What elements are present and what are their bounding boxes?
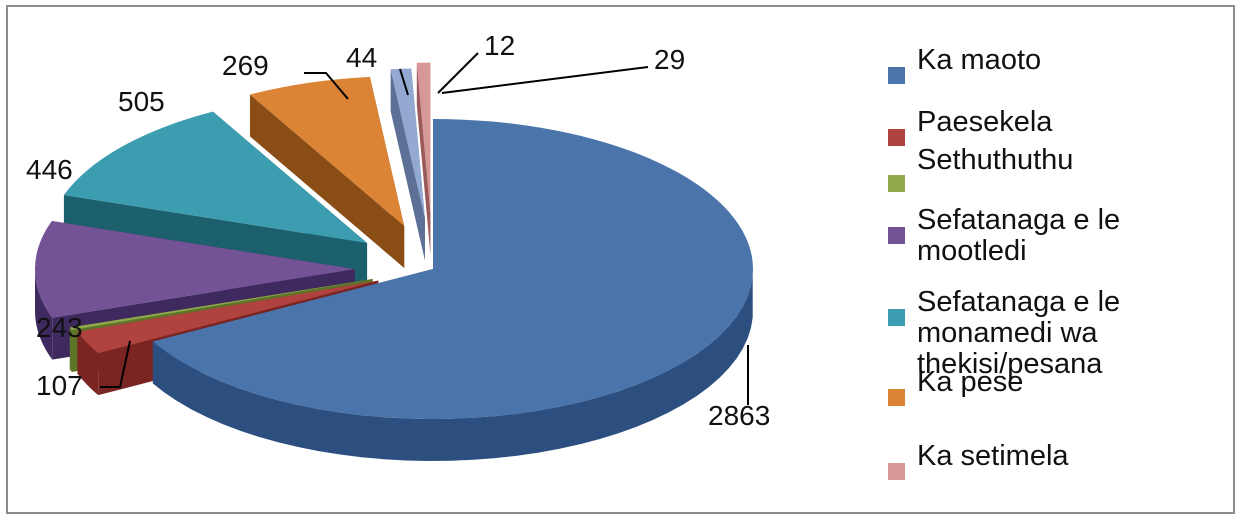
pie-slice-wall: [250, 94, 405, 268]
pie-slice-edge: [77, 331, 99, 396]
pie-slice-edge: [152, 275, 753, 461]
legend-label: Sefatanaga e le mootledi: [917, 204, 1121, 267]
leader-line: [100, 340, 131, 388]
leader-line: [304, 72, 349, 100]
legend-label: Sethuthuthu: [917, 144, 1074, 176]
legend-item: Sefatanaga e le monamedi wa thekisi/pesa…: [888, 287, 1187, 380]
data-label: 269: [222, 50, 269, 81]
data-label: 29: [654, 44, 685, 75]
legend-item: Sefatanaga e le mootledi: [888, 205, 1177, 267]
data-label: 505: [118, 86, 165, 117]
pie-slice-top: [77, 280, 379, 354]
pie-slice-top: [390, 68, 425, 219]
pie-slice-top: [63, 111, 368, 244]
legend-item: Ka pese: [888, 367, 1023, 406]
leader-line: [437, 52, 479, 94]
legend-item: Ka setimela: [888, 441, 1069, 480]
legend-swatch: [888, 129, 905, 146]
pie-slice-top: [35, 221, 356, 318]
legend-label: Ka maoto: [917, 44, 1042, 76]
legend-swatch: [888, 175, 905, 192]
legend-item: Sethuthuthu: [888, 145, 1073, 192]
legend-item: Paesekela: [888, 107, 1052, 146]
pie-slice-top: [152, 119, 754, 419]
pie-slice-top: [69, 278, 373, 331]
pie-slice-edge: [35, 267, 53, 360]
legend-label: Ka pese: [917, 366, 1024, 398]
pie-slice-wall: [416, 62, 431, 255]
legend-swatch: [888, 67, 905, 84]
legend-swatch: [888, 389, 905, 406]
legend-swatch: [888, 309, 905, 326]
chart-frame: 2863 107 243 446 505 269 44 12 29 Ka maoto Paesek…: [6, 5, 1235, 514]
pie-slice-ka-pese: [250, 76, 405, 268]
legend-label: Sefatanaga e le monamedi wa thekisi/pesa…: [917, 286, 1121, 380]
pie-slice-other-7: [416, 62, 431, 255]
legend-item: Ka maoto: [888, 45, 1041, 84]
legend-label: Ka setimela: [917, 440, 1069, 472]
data-label: 446: [26, 154, 73, 185]
leader-line: [441, 66, 649, 94]
legend-swatch: [888, 463, 905, 480]
data-label: 243: [36, 312, 83, 343]
legend-label: Paesekela: [917, 106, 1053, 138]
pie-slice-wall: [390, 69, 425, 261]
pie-slice-edge: [69, 327, 72, 373]
data-label: 107: [36, 370, 83, 401]
data-label: 12: [484, 30, 515, 61]
data-label: 2863: [708, 400, 770, 431]
pie-chart: 2863 107 243 446 505 269 44 12 29: [26, 30, 770, 461]
pie-slice-ka-setimela: [390, 68, 425, 261]
pie-slice-top: [250, 76, 405, 226]
pie-slice-top: [416, 62, 431, 213]
legend-swatch: [888, 227, 905, 244]
pie-slice-ka-maoto: [152, 119, 754, 461]
leader-line: [399, 68, 409, 96]
data-label: 44: [346, 42, 377, 73]
